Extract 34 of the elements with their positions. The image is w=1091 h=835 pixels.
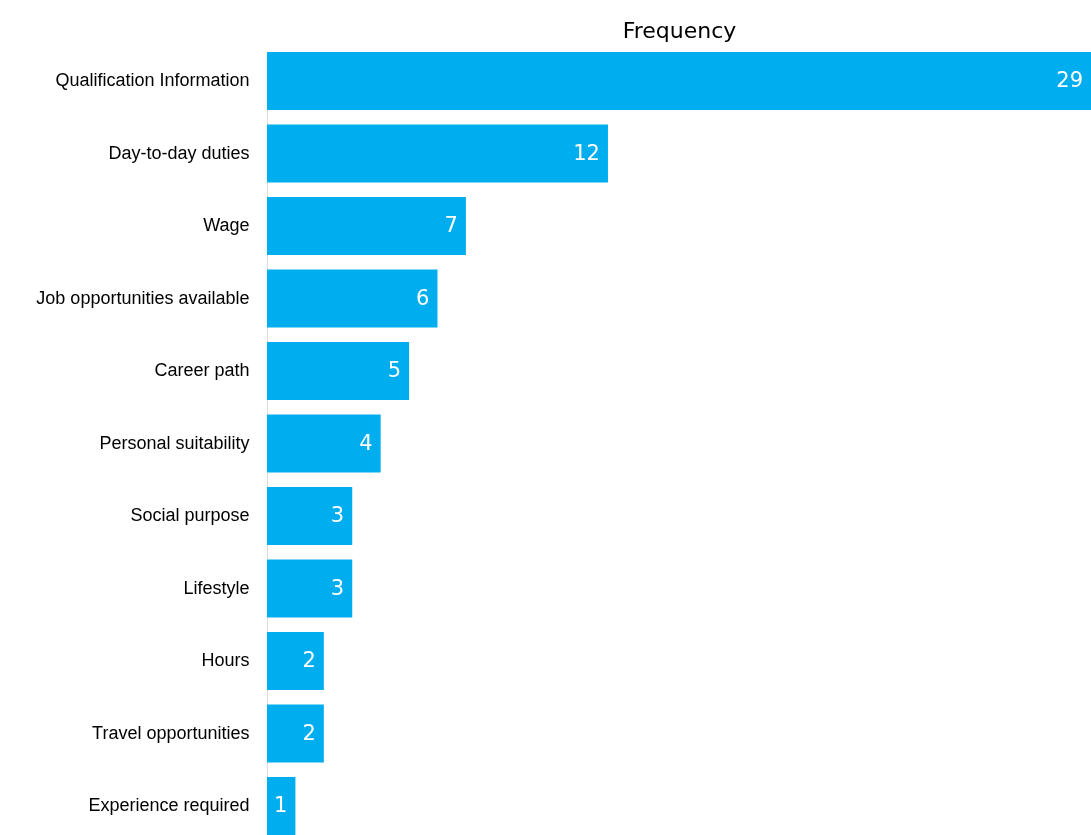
bar [267,704,324,763]
bar [267,269,438,328]
data-label: 5 [387,358,402,382]
data-label: 3 [330,575,345,600]
y-tick-label: Career path [154,360,250,380]
y-tick-label: Social purpose [130,505,250,525]
y-tick-label: Day-to-day duties [108,142,250,163]
y-tick-label: Wage [203,215,250,235]
bar [267,632,324,690]
y-tick-label: Travel opportunities [92,722,250,743]
bar [267,52,1091,110]
data-label: 7 [444,213,458,237]
data-label: 4 [359,430,373,455]
data-label: 3 [330,503,345,527]
y-tick-label: Personal suitability [99,432,250,453]
x-axis-title: Frequency [622,17,737,43]
data-label: 29 [1056,68,1083,92]
bar [267,777,296,835]
bar [267,487,353,545]
data-label: 2 [302,720,316,745]
y-tick-label: Hours [201,650,250,670]
y-tick-label: Lifestyle [183,577,250,598]
bar [267,559,353,618]
data-label: 2 [302,648,316,672]
bar [267,342,410,400]
data-label: 1 [274,793,288,817]
bar [267,197,466,255]
bar [267,124,608,183]
y-tick-label: Job opportunities available [36,287,250,308]
data-label: 12 [573,140,600,165]
y-tick-label: Qualification Information [55,70,250,90]
bar [267,414,381,473]
data-label: 6 [416,285,430,310]
y-tick-label: Experience required [88,795,250,815]
